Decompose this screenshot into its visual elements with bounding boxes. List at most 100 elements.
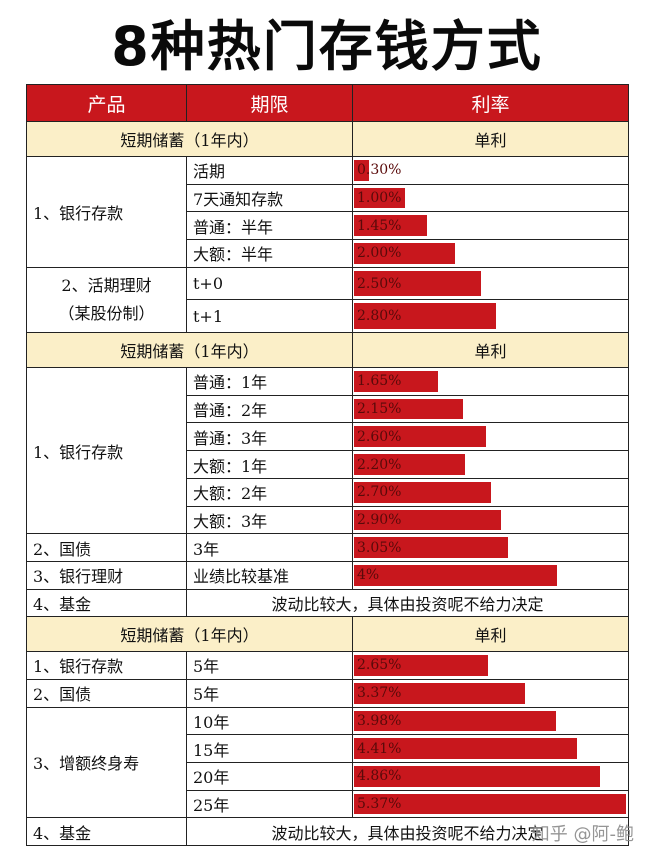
rate-bar <box>354 454 465 475</box>
rate-cell: 2.20% <box>352 450 629 479</box>
rate-bar <box>354 481 491 503</box>
rate-value: 2.00% <box>357 245 402 262</box>
table-row: 2、国债 5年 3.37% <box>26 678 629 708</box>
rate-cell: 1.65% <box>352 367 629 396</box>
rate-value: 2.65% <box>357 657 402 674</box>
product-name-line: 2、活期理财 <box>61 275 152 295</box>
period-cell: 大额：1年 <box>186 450 353 479</box>
table-row: 7天通知存款 1.00% <box>27 183 629 213</box>
period-cell: 10年 <box>186 706 353 736</box>
period-cell: 大额：半年 <box>186 238 353 268</box>
table-row: 普通：2年 2.15% <box>27 394 629 424</box>
product-name: 4、基金 <box>26 817 187 846</box>
product-name: 2、国债 <box>26 533 187 562</box>
rate-bar <box>354 682 525 704</box>
period-cell: 普通：2年 <box>186 394 353 424</box>
rate-value: 2.60% <box>357 428 402 445</box>
rate-bar <box>354 537 508 558</box>
section-heading: 短期储蓄（1年内） <box>26 616 353 653</box>
rate-cell: 3.37% <box>352 678 629 708</box>
rate-bar <box>354 187 405 209</box>
rate-bar <box>354 793 626 815</box>
product-name: 3、银行理财 <box>26 560 187 590</box>
rate-bar <box>354 159 369 181</box>
header-product: 产品 <box>26 84 187 122</box>
rate-cell: 3.98% <box>352 706 629 736</box>
product-name: 3、增额终身寿 <box>26 706 187 819</box>
rate-bar <box>354 215 427 236</box>
table-row: 2、国债 3年 3.05% <box>26 533 629 562</box>
period-cell: 业绩比较基准 <box>186 560 353 590</box>
rate-cell: 2.80% <box>352 299 629 334</box>
rate-cell: 2.15% <box>352 394 629 424</box>
rate-value: 3.37% <box>357 685 402 702</box>
table-row: 3、增额终身寿 10年 3.98% <box>26 706 629 819</box>
watermark: 知乎 @阿-鲍 <box>531 824 634 845</box>
fund-note: 波动比较大，具体由投资呢不给力决定 <box>186 588 629 618</box>
period-cell: 20年 <box>186 761 353 791</box>
table-row: 4、基金 波动比较大，具体由投资呢不给力决定 <box>26 588 629 618</box>
rate-value: 0.30% <box>357 162 402 179</box>
rate-value: 2.20% <box>357 456 402 473</box>
rate-cell: 0.30% <box>352 155 629 185</box>
rate-bar <box>354 242 455 264</box>
period-cell: 25年 <box>186 789 353 819</box>
table-row: 1、银行存款 活期 0.30% <box>26 155 629 268</box>
rate-value: 3.05% <box>357 539 402 556</box>
rate-cell: 4% <box>352 560 629 590</box>
period-cell: 7天通知存款 <box>186 183 353 213</box>
period-cell: 普通：1年 <box>186 367 353 396</box>
period-cell: 活期 <box>186 155 353 185</box>
table-body: 短期储蓄（1年内） 单利 1、银行存款 活期 0.30% 7天通知存款 1.00% 普通：半年… <box>26 121 629 846</box>
rate-cell: 2.70% <box>352 477 629 507</box>
rate-value: 1.45% <box>357 217 402 234</box>
rate-bar <box>354 509 501 531</box>
rate-cell: 5.37% <box>352 789 629 819</box>
section-rate-type: 单利 <box>352 121 629 157</box>
period-cell: 普通：3年 <box>186 422 353 452</box>
period-cell: 5年 <box>186 678 353 708</box>
page-title: 8种热门存钱方式 <box>111 14 543 78</box>
rate-cell: 2.90% <box>352 505 629 535</box>
product-name: 2、国债 <box>26 678 187 708</box>
section-header-row: 短期储蓄（1年内） 单利 <box>26 332 629 369</box>
rate-value: 4.41% <box>357 740 402 757</box>
rate-value: 4.86% <box>357 768 402 785</box>
header-period: 期限 <box>186 84 353 122</box>
section-rate-type: 单利 <box>352 616 629 653</box>
rate-bar <box>354 655 488 676</box>
rate-bar <box>354 270 481 297</box>
rate-value: 3.98% <box>357 712 402 729</box>
rate-cell: 1.45% <box>352 211 629 240</box>
period-cell: t+1 <box>186 299 353 334</box>
table-header-row: 产品 期限 利率 <box>26 84 629 122</box>
table-row: 15年 4.41% <box>27 734 629 763</box>
period-cell: 5年 <box>186 651 353 680</box>
table-row: 大额：3年 2.90% <box>27 505 629 535</box>
table-row: 1、银行存款 5年 2.65% <box>26 651 629 680</box>
rate-value: 1.65% <box>357 373 402 390</box>
period-cell: 15年 <box>186 734 353 763</box>
product-name-line: （某股份制） <box>58 303 155 323</box>
rate-bar <box>354 765 600 787</box>
table-row: 大额：半年 2.00% <box>27 238 629 268</box>
rate-value: 2.80% <box>357 308 402 325</box>
product-cell: 2、活期理财 （某股份制） <box>26 266 187 334</box>
rate-value: 2.50% <box>357 275 402 292</box>
table-row: 1、银行存款 普通：1年 1.65% <box>26 367 629 535</box>
savings-table: 产品 期限 利率 短期储蓄（1年内） 单利 1、银行存款 活期 0.30% 7天通知存款 1… <box>26 84 629 846</box>
period-cell: 大额：2年 <box>186 477 353 507</box>
table-row: 2、活期理财 （某股份制） t+0 2.50% <box>26 266 629 334</box>
table-row: t+1 2.80% <box>27 299 629 334</box>
rate-cell: 2.00% <box>352 238 629 268</box>
table-row: 普通：半年 1.45% <box>27 211 629 240</box>
rate-value: 4% <box>357 567 380 584</box>
table-row: 3、银行理财 业绩比较基准 4% <box>26 560 629 590</box>
rate-value: 5.37% <box>357 795 402 812</box>
rate-value: 1.00% <box>357 189 402 206</box>
product-name: 1、银行存款 <box>26 367 187 535</box>
fund-note: 波动比较大，具体由投资呢不给力决定 <box>186 817 629 846</box>
rate-cell: 4.86% <box>352 761 629 791</box>
section-rate-type: 单利 <box>352 332 629 369</box>
rate-cell: 2.50% <box>352 266 629 301</box>
